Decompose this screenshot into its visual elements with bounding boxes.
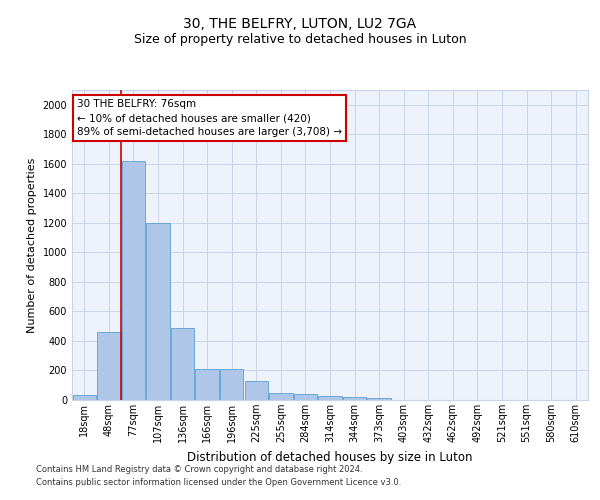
Bar (294, 394, 317, 400)
Text: Size of property relative to detached houses in Luton: Size of property relative to detached ho… (134, 32, 466, 46)
Bar (73, 395, 96, 400)
Bar (171, 328, 194, 400)
Bar (367, 398, 391, 400)
Text: 30, THE BELFRY, LUTON, LU2 7GA: 30, THE BELFRY, LUTON, LU2 7GA (184, 18, 416, 32)
Bar (220, 369, 244, 400)
Text: Contains HM Land Registry data © Crown copyright and database right 2024.: Contains HM Land Registry data © Crown c… (36, 466, 362, 474)
Bar (146, 223, 170, 400)
Text: Contains public sector information licensed under the Open Government Licence v3: Contains public sector information licen… (36, 478, 401, 487)
Bar (343, 397, 366, 400)
Y-axis label: Number of detached properties: Number of detached properties (27, 158, 37, 332)
Bar (319, 396, 341, 400)
Bar (196, 369, 219, 400)
Bar (97, 332, 121, 400)
X-axis label: Distribution of detached houses by size in Luton: Distribution of detached houses by size … (187, 450, 473, 464)
Bar (245, 381, 268, 400)
Bar (269, 392, 293, 400)
Bar (122, 161, 145, 400)
Text: 30 THE BELFRY: 76sqm
← 10% of detached houses are smaller (420)
89% of semi-deta: 30 THE BELFRY: 76sqm ← 10% of detached h… (77, 100, 342, 138)
